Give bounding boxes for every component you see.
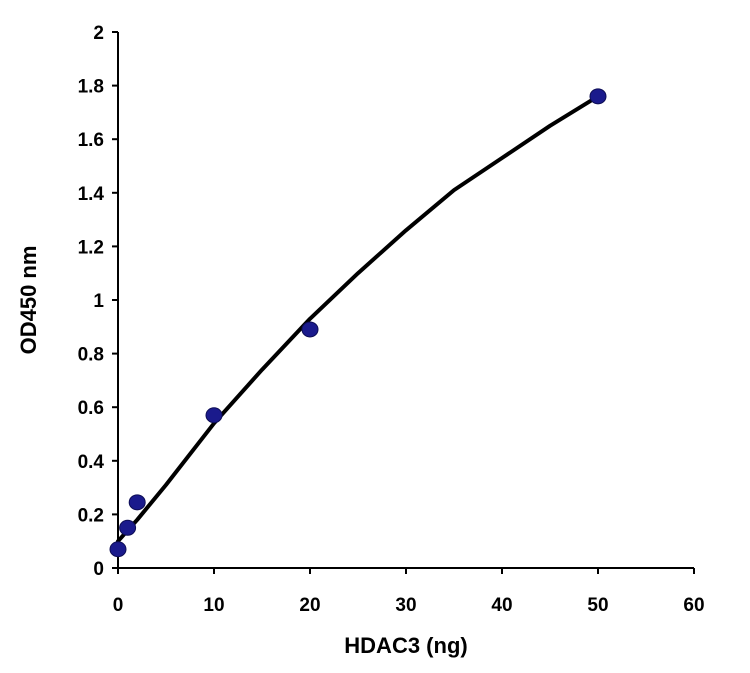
axes — [117, 32, 694, 569]
y-tick-label: 0 — [93, 559, 104, 580]
data-point — [109, 541, 127, 558]
y-tick-label: 1.8 — [78, 77, 104, 98]
x-tick-label: 60 — [683, 595, 704, 616]
data-point — [589, 88, 607, 105]
y-ticks: 0 0.2 0.4 0.6 0.8 1 1.2 1.4 1.6 1.8 2 — [78, 23, 118, 580]
x-tick-label: 0 — [113, 595, 124, 616]
y-tick-label: 0.8 — [78, 345, 104, 366]
y-axis-title: OD450 nm — [16, 246, 41, 355]
y-tick-label: 1 — [93, 291, 104, 312]
y-tick-label: 1.4 — [78, 184, 105, 205]
data-point — [119, 519, 137, 536]
y-tick-label: 2 — [93, 23, 104, 44]
y-tick-label: 1.6 — [78, 130, 104, 151]
series — [109, 88, 607, 558]
data-point — [301, 321, 319, 338]
x-tick-label: 40 — [491, 595, 512, 616]
x-ticks: 0 10 20 30 40 50 60 — [113, 568, 705, 616]
y-tick-label: 1.2 — [78, 237, 104, 258]
x-tick-label: 10 — [203, 595, 224, 616]
x-tick-label: 50 — [587, 595, 608, 616]
y-tick-label: 0.2 — [78, 505, 104, 526]
y-tick-label: 0.6 — [78, 398, 104, 419]
x-tick-label: 30 — [395, 595, 416, 616]
data-point — [128, 494, 146, 511]
data-point — [205, 407, 223, 424]
x-axis-title: HDAC3 (ng) — [344, 633, 467, 658]
x-tick-label: 20 — [299, 595, 320, 616]
y-tick-label: 0.4 — [78, 452, 105, 473]
fit-curve — [116, 94, 600, 544]
